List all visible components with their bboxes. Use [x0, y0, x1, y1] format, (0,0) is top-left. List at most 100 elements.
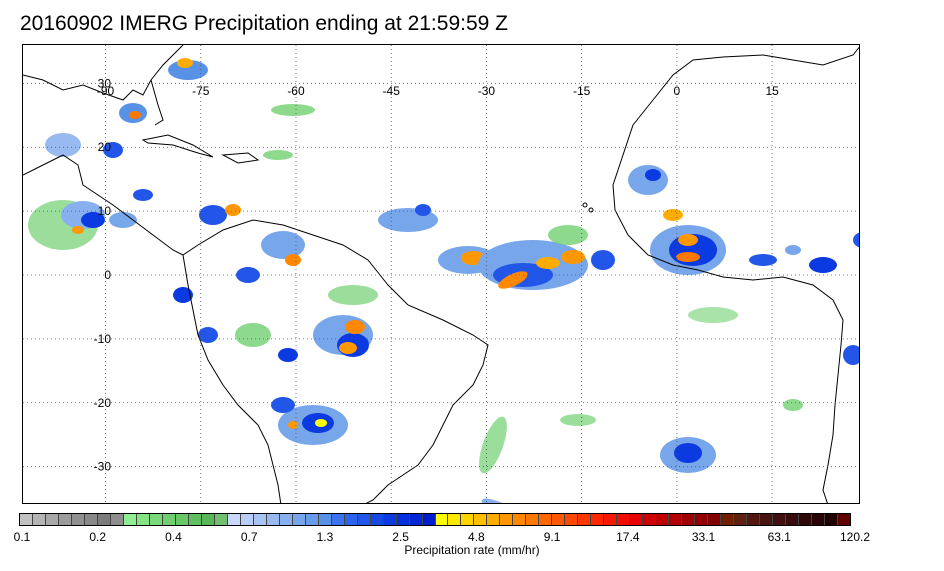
longitude-label: -60: [287, 84, 305, 98]
colorbar-swatch: [513, 514, 527, 525]
latitude-label: 10: [98, 204, 112, 218]
colorbar-swatch: [292, 514, 306, 525]
colorbar-swatch: [20, 514, 33, 525]
colorbar-swatch: [110, 514, 124, 525]
latitude-label: 20: [98, 140, 112, 154]
colorbar-swatch: [474, 514, 488, 525]
colorbar-swatch: [318, 514, 332, 525]
colorbar-swatch: [734, 514, 748, 525]
colorbar-swatch: [526, 514, 540, 525]
colorbar-tick-label: 0.1: [13, 530, 31, 544]
colorbar-swatch: [461, 514, 475, 525]
colorbar-swatch: [695, 514, 709, 525]
colorbar-tick-label: 2.5: [392, 530, 409, 544]
colorbar-swatch: [175, 514, 189, 525]
colorbar-tick-label: 0.4: [165, 530, 182, 544]
colorbar-swatch: [721, 514, 735, 525]
colorbar-swatch: [825, 514, 839, 525]
latitude-label: -20: [94, 396, 112, 410]
page-title: 20160902 IMERG Precipitation ending at 2…: [20, 12, 508, 35]
colorbar-swatch: [396, 514, 410, 525]
colorbar-swatch: [552, 514, 566, 525]
colorbar-swatch: [32, 514, 46, 525]
colorbar-tick-label: 17.4: [616, 530, 640, 544]
colorbar-swatch: [149, 514, 163, 525]
colorbar-swatch: [565, 514, 579, 525]
colorbar-swatch: [84, 514, 98, 525]
colorbar-tick-label: 33.1: [691, 530, 716, 544]
colorbar-swatch: [305, 514, 319, 525]
colorbar-swatch: [370, 514, 384, 525]
colorbar-swatch: [799, 514, 813, 525]
colorbar-swatch: [227, 514, 241, 525]
longitude-label: 15: [765, 84, 779, 98]
colorbar-swatch: [58, 514, 72, 525]
colorbar-swatch: [682, 514, 696, 525]
longitude-label: -15: [573, 84, 591, 98]
colorbar-swatch: [331, 514, 345, 525]
colorbar-swatch: [45, 514, 59, 525]
colorbar-swatch: [409, 514, 423, 525]
colorbar-swatch: [279, 514, 293, 525]
colorbar-swatch: [97, 514, 111, 525]
colorbar-swatch: [448, 514, 462, 525]
colorbar-swatch: [643, 514, 657, 525]
colorbar-swatch: [630, 514, 644, 525]
colorbar-swatch: [123, 514, 137, 525]
colorbar-swatch: [136, 514, 150, 525]
graticule-labels: -90 -75 -60 -45 -30 -15 0 15 30 20 10 0 -10 -20 -30: [94, 76, 779, 473]
colorbar: [19, 513, 851, 526]
colorbar-tick-label: 1.3: [316, 530, 334, 544]
longitude-label: -90: [97, 84, 115, 98]
latitude-label: 30: [98, 76, 112, 90]
colorbar-swatch: [812, 514, 826, 525]
colorbar-swatch: [604, 514, 618, 525]
colorbar-tick-label: 63.1: [767, 530, 791, 544]
colorbar-swatch: [786, 514, 800, 525]
colorbar-swatch: [656, 514, 670, 525]
colorbar-tick-label: 0.7: [240, 530, 258, 544]
colorbar-swatch: [539, 514, 553, 525]
colorbar-tick-label: 0.2: [89, 530, 107, 544]
colorbar-swatch: [240, 514, 254, 525]
colorbar-tick-label: 9.1: [543, 530, 561, 544]
coastlines: [23, 45, 859, 503]
latitude-label: 0: [104, 268, 111, 282]
colorbar-swatch: [669, 514, 683, 525]
colorbar-swatch: [435, 514, 449, 525]
colorbar-swatch: [591, 514, 605, 525]
colorbar-swatch: [773, 514, 787, 525]
colorbar-swatch: [617, 514, 631, 525]
map-panel: -90 -75 -60 -45 -30 -15 0 15 30 20 10 0 -10 -20 -30: [22, 44, 860, 504]
colorbar-swatch: [266, 514, 280, 525]
colorbar-swatch: [188, 514, 202, 525]
graticule: [23, 45, 859, 503]
colorbar-swatch: [162, 514, 176, 525]
colorbar-swatch: [344, 514, 358, 525]
precipitation-map: -90 -75 -60 -45 -30 -15 0 15 30 20 10 0 -10 -20 -30: [23, 45, 859, 503]
longitude-label: -30: [478, 84, 496, 98]
colorbar-swatch: [760, 514, 774, 525]
colorbar-swatch: [201, 514, 215, 525]
longitude-label: 0: [674, 84, 681, 98]
latitude-label: -10: [94, 332, 112, 346]
longitude-label: -45: [383, 84, 401, 98]
colorbar-swatch: [500, 514, 514, 525]
colorbar-swatch: [708, 514, 722, 525]
colorbar-swatch: [487, 514, 501, 525]
colorbar-swatch: [214, 514, 228, 525]
precipitation-layer: [28, 58, 859, 503]
colorbar-swatch: [71, 514, 85, 525]
colorbar-tick-label: 4.8: [468, 530, 485, 544]
colorbar-swatch: [422, 514, 436, 525]
colorbar-swatch: [357, 514, 371, 525]
longitude-label: -75: [192, 84, 210, 98]
latitude-label: -30: [94, 460, 112, 474]
colorbar-swatch: [253, 514, 267, 525]
colorbar-tick-label: 120.2: [839, 530, 871, 544]
colorbar-swatch: [383, 514, 397, 525]
colorbar-swatch: [747, 514, 761, 525]
colorbar-label: Precipitation rate (mm/hr): [404, 543, 540, 557]
colorbar-swatch: [838, 514, 850, 525]
colorbar-swatch: [578, 514, 592, 525]
